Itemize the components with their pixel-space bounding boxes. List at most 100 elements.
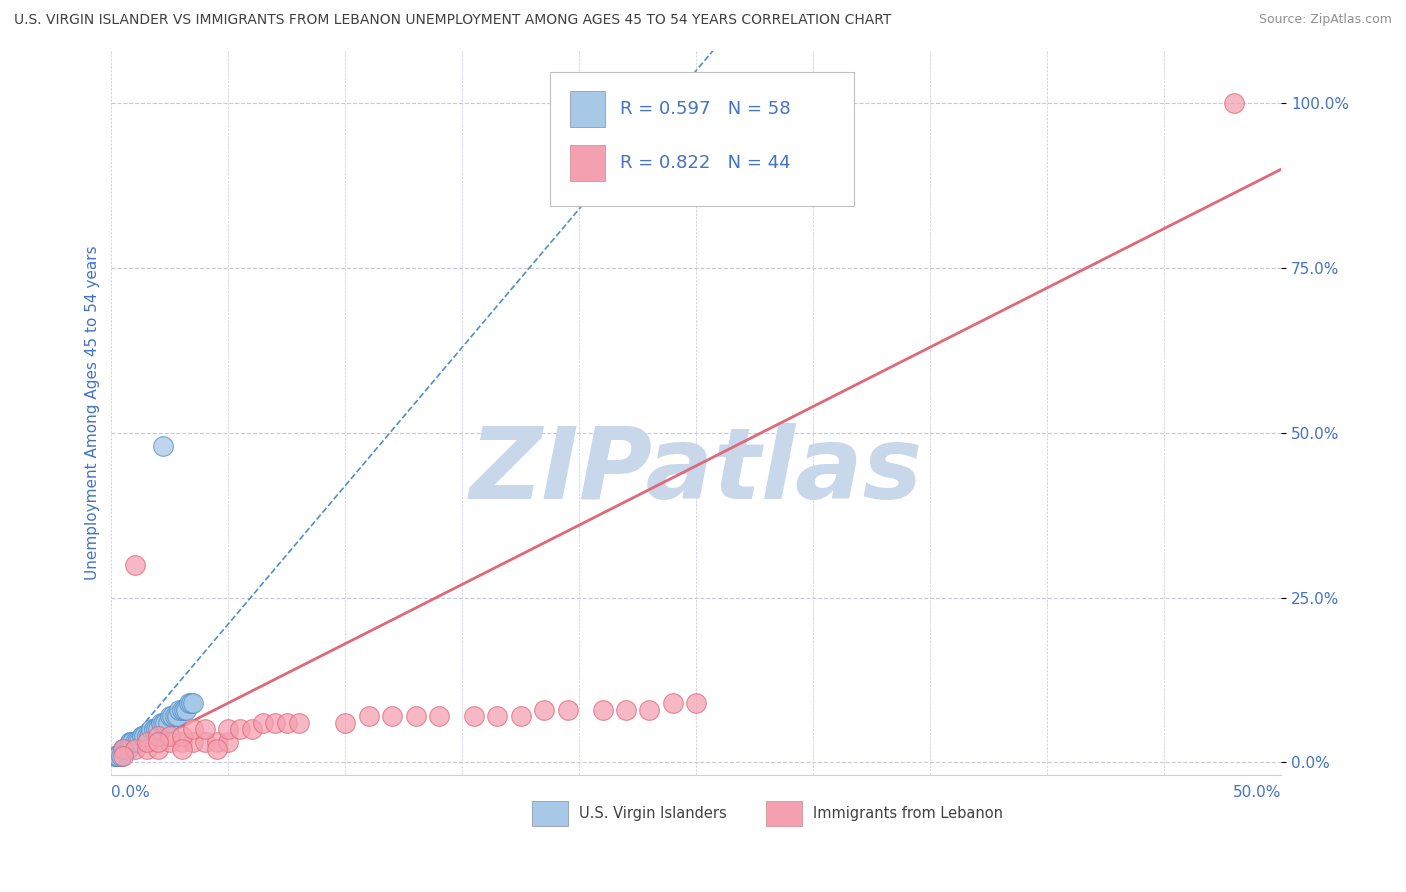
Point [112,742,135,756]
Point [142,723,165,737]
Text: R = 0.822   N = 44: R = 0.822 N = 44 [620,154,790,172]
Point [163,709,186,723]
Point [148,735,170,749]
Text: 0.0%: 0.0% [111,785,150,800]
Point [121,735,143,749]
Point [112,742,135,756]
Point [427,709,450,723]
Point [114,742,136,756]
Point [205,742,228,756]
FancyBboxPatch shape [766,801,801,826]
Point [166,709,188,723]
Point [174,702,197,716]
Point [614,702,637,716]
Point [117,742,139,756]
Point [156,715,179,730]
Point [357,709,380,723]
Point [148,729,170,743]
Point [105,748,128,763]
Point [662,696,685,710]
Point [152,715,174,730]
Point [112,742,135,756]
Point [159,735,181,749]
Point [194,723,217,737]
Point [138,729,160,743]
Point [120,735,142,749]
Point [124,735,146,749]
Point [117,742,139,756]
Point [180,696,202,710]
FancyBboxPatch shape [533,801,568,826]
Point [335,715,357,730]
Point [685,696,707,710]
Point [509,709,531,723]
Point [170,729,193,743]
Point [135,735,157,749]
Point [110,748,132,763]
Point [134,729,156,743]
FancyBboxPatch shape [569,91,605,127]
Point [135,729,157,743]
Point [533,702,555,716]
Point [217,735,239,749]
Point [145,723,167,737]
Point [121,735,143,749]
Point [124,558,146,572]
Point [173,702,195,716]
Point [205,735,228,749]
Point [128,735,150,749]
Point [131,729,153,743]
Point [149,715,172,730]
Point [181,735,204,749]
Point [159,729,181,743]
Point [145,723,167,737]
Point [138,729,160,743]
Point [148,723,170,737]
Point [148,723,170,737]
Point [141,729,163,743]
Point [107,748,129,763]
Point [105,748,128,763]
Point [141,723,163,737]
FancyBboxPatch shape [550,72,855,206]
Text: 50.0%: 50.0% [1233,785,1281,800]
Point [381,709,404,723]
Point [131,729,153,743]
Point [155,715,177,730]
Point [148,742,170,756]
Point [128,735,150,749]
Point [127,735,149,749]
Point [135,742,157,756]
Point [177,696,200,710]
Point [152,439,174,453]
Text: ZIPatlas: ZIPatlas [470,423,922,519]
Point [181,696,204,710]
Point [149,723,172,737]
Point [229,723,252,737]
Y-axis label: Unemployment Among Ages 45 to 54 years: Unemployment Among Ages 45 to 54 years [86,245,100,581]
Point [557,702,579,716]
Point [107,748,129,763]
Point [276,715,298,730]
Point [167,702,190,716]
Point [486,709,509,723]
Point [264,715,287,730]
Point [103,748,125,763]
Point [240,723,263,737]
Text: R = 0.597   N = 58: R = 0.597 N = 58 [620,100,790,118]
Point [638,702,661,716]
FancyBboxPatch shape [569,145,605,181]
Point [217,723,239,737]
Point [124,735,146,749]
Point [114,742,136,756]
Point [110,748,132,763]
Point [170,702,193,716]
Point [142,723,165,737]
Point [112,748,135,763]
Point [592,702,614,716]
Text: U.S. VIRGIN ISLANDER VS IMMIGRANTS FROM LEBANON UNEMPLOYMENT AMONG AGES 45 TO 54: U.S. VIRGIN ISLANDER VS IMMIGRANTS FROM … [14,13,891,28]
Point [1223,96,1246,111]
Point [252,715,274,730]
Point [135,729,157,743]
Point [287,715,309,730]
